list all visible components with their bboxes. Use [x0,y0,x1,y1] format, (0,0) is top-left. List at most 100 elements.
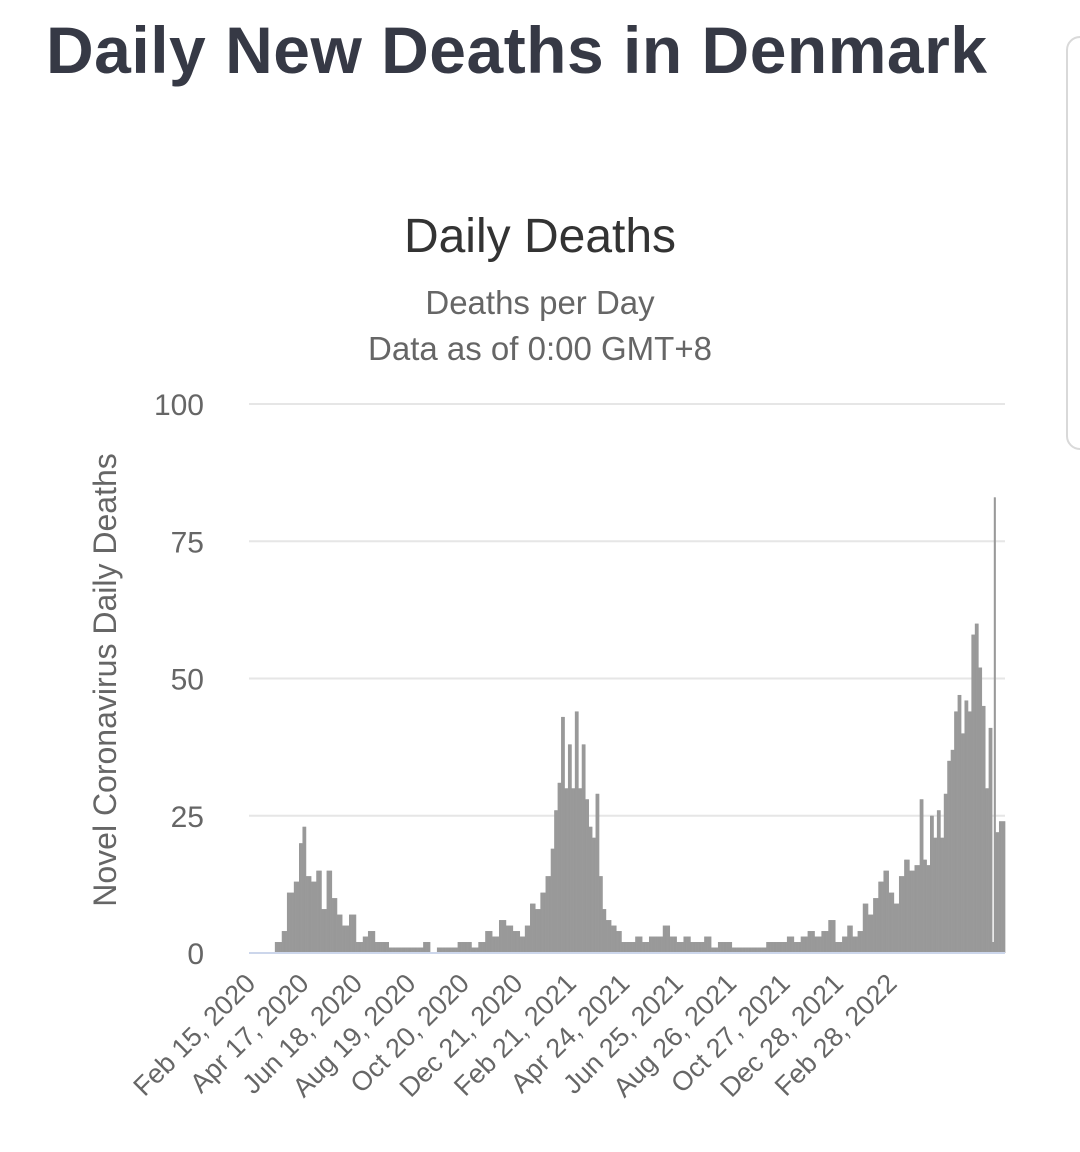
bar [630,942,632,953]
bar [622,942,624,953]
bar [573,788,575,953]
bar [917,865,920,953]
bar [330,870,332,953]
bar [627,942,629,953]
bar [317,870,319,953]
bar [420,947,422,953]
bar [974,623,977,953]
bar [336,914,339,953]
bar [644,942,646,953]
y-tick-label: 50 [171,664,204,697]
bar [326,870,328,953]
bar [956,711,958,953]
bar [777,942,779,953]
bar [990,727,992,953]
bar [350,914,352,953]
bar [597,793,599,953]
bar [537,909,539,953]
bar [483,942,485,953]
bar [509,925,511,953]
bar [615,925,617,953]
bar [521,936,523,953]
bar [924,859,927,953]
bar [773,942,776,953]
bar [819,936,821,953]
bar [810,931,812,953]
bar [611,925,613,953]
bar [417,947,419,953]
bar [342,925,344,953]
bar [473,947,475,953]
bar [567,788,569,953]
bar [580,788,583,953]
bar [916,865,918,953]
bar [666,925,668,953]
bar [943,793,946,953]
bar [998,832,1000,953]
bar [692,942,695,953]
bar [744,947,746,953]
bar [559,782,561,953]
bar [467,942,470,953]
bar [1000,821,1002,953]
bar [972,634,974,953]
bar [951,749,953,953]
bar [812,931,814,953]
bar [761,947,764,953]
bar [816,936,818,953]
bar [402,947,404,953]
bar [803,936,805,953]
bar [526,925,528,953]
bar [322,909,324,953]
bar [417,947,420,953]
bar [348,925,350,953]
bar [411,947,413,953]
bar [727,942,729,953]
bar [584,744,586,953]
bar [767,942,769,953]
bar [992,942,994,953]
bar [274,942,277,953]
bar [899,876,902,953]
bar [546,876,548,953]
bar [511,925,513,953]
bar [673,936,675,953]
bar [353,914,355,953]
bar [817,936,819,953]
bar [355,914,357,953]
bar [455,947,458,953]
bar [529,925,531,953]
bar [950,749,952,953]
bar [338,914,340,953]
bar [598,876,601,953]
bar [291,892,293,953]
bar [854,936,856,953]
bar [942,837,945,953]
bar [870,914,872,953]
bar [749,947,752,953]
bar [571,788,573,953]
bar [999,821,1002,953]
bar [676,942,678,953]
bar [962,733,964,953]
bar [880,881,882,953]
bar [392,947,394,953]
bar [478,942,480,953]
bar [846,936,848,953]
bar [496,936,498,953]
bar [336,898,338,953]
bar [523,936,526,953]
bar [449,947,452,953]
bar [811,931,813,953]
bar [332,898,334,953]
bar [556,810,558,953]
bar [281,931,283,953]
bar [536,909,538,953]
bar [498,936,500,953]
bar [768,942,771,953]
bar [639,936,641,953]
bar [406,947,408,953]
bar [655,936,658,953]
bar [804,936,806,953]
bar [663,925,665,953]
